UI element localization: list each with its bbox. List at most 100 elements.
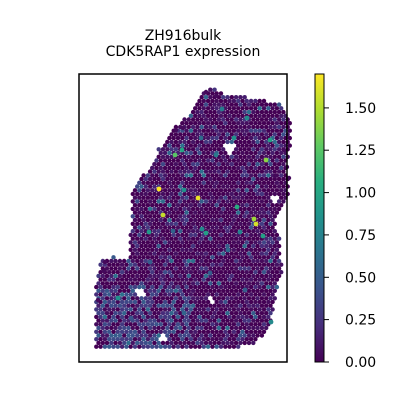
tissue-spot — [231, 232, 237, 238]
tissue-spot — [186, 251, 191, 256]
tissue-spot — [139, 266, 144, 271]
tissue-spot — [184, 158, 189, 163]
tissue-spot — [212, 221, 217, 226]
tissue-spot — [205, 225, 211, 230]
tissue-spot — [188, 143, 194, 148]
tissue-spot — [167, 188, 172, 193]
tissue-spot — [130, 296, 135, 301]
tissue-spot — [257, 158, 262, 163]
tissue-spot — [246, 340, 252, 346]
tissue-spot — [160, 236, 166, 241]
tissue-spot — [115, 262, 121, 267]
tissue-spot — [154, 262, 159, 267]
tissue-spot — [158, 180, 163, 185]
tissue-spot — [158, 344, 163, 349]
tissue-spot — [274, 121, 280, 126]
tissue-spot — [261, 210, 267, 215]
tissue-spot — [240, 158, 245, 163]
tissue-spot — [119, 307, 125, 312]
tissue-spot — [139, 340, 144, 346]
tissue-spot — [238, 117, 243, 122]
colorbar — [314, 73, 325, 363]
tissue-spot — [165, 154, 170, 159]
tissue-spot — [251, 288, 256, 293]
tissue-spot — [180, 247, 185, 252]
tissue-spot — [199, 147, 204, 152]
tissue-spot — [253, 322, 258, 327]
tissue-spot — [199, 132, 204, 137]
tissue-spot — [210, 203, 215, 208]
tissue-spot — [233, 102, 239, 107]
tissue-spot — [180, 217, 185, 223]
tissue-spot — [130, 214, 135, 219]
tissue-spot — [165, 229, 170, 234]
tissue-spot — [281, 154, 286, 159]
tissue-spot — [173, 162, 179, 167]
expression-spot — [198, 135, 204, 141]
tissue-spot — [214, 240, 219, 245]
tissue-spot — [165, 184, 170, 189]
tissue-spot — [165, 318, 170, 323]
tissue-spot — [154, 232, 159, 238]
tissue-spot — [199, 236, 204, 241]
tissue-spot — [268, 109, 273, 115]
tissue-spot — [272, 109, 277, 115]
tissue-spot — [165, 251, 170, 256]
tissue-spot — [233, 169, 239, 174]
tissue-spot — [156, 243, 161, 249]
tissue-spot — [238, 206, 243, 212]
tissue-spot — [251, 266, 256, 271]
tissue-spot — [124, 337, 129, 342]
tissue-spot — [119, 262, 125, 267]
tissue-spot — [242, 296, 247, 301]
tissue-spot — [132, 232, 138, 238]
tissue-spot — [229, 281, 234, 286]
tissue-spot — [156, 199, 161, 204]
tissue-spot — [268, 273, 273, 279]
tissue-spot — [279, 113, 284, 119]
tissue-spot — [205, 322, 211, 327]
tissue-spot — [236, 195, 241, 200]
tissue-spot — [178, 340, 183, 346]
tissue-spot — [225, 251, 230, 256]
tissue-spot — [214, 292, 219, 297]
tissue-spot — [197, 210, 202, 215]
tissue-spot — [225, 184, 230, 189]
tissue-spot — [180, 143, 185, 148]
tissue-spot — [182, 281, 187, 286]
tissue-spot — [268, 169, 273, 174]
tissue-spot — [261, 262, 267, 267]
tissue-spot — [244, 262, 249, 267]
tissue-spot — [253, 203, 258, 208]
tissue-spot — [199, 109, 204, 115]
tissue-spot — [287, 143, 292, 148]
tissue-spot — [261, 270, 267, 275]
tissue-spot — [158, 203, 163, 208]
tissue-spot — [193, 217, 198, 223]
tissue-spot — [257, 188, 262, 193]
tissue-spot — [167, 150, 172, 156]
tissue-spot — [248, 322, 254, 327]
tissue-spot — [186, 258, 191, 264]
tissue-spot — [124, 307, 129, 312]
tissue-spot — [156, 333, 161, 338]
tissue-spot — [199, 288, 204, 293]
tissue-spot — [210, 284, 215, 290]
tissue-spot — [210, 225, 215, 230]
tissue-spot — [212, 229, 217, 234]
tissue-spot — [122, 333, 127, 338]
tissue-spot — [195, 303, 200, 308]
tissue-spot — [173, 281, 179, 286]
tissue-spot — [227, 329, 232, 334]
tissue-spot — [233, 191, 239, 197]
tissue-spot — [212, 117, 217, 122]
tissue-spot — [132, 210, 138, 215]
tissue-spot — [173, 191, 179, 197]
tissue-spot — [122, 311, 127, 316]
tissue-spot — [253, 165, 258, 171]
tissue-spot — [248, 143, 254, 148]
tissue-spot — [162, 203, 168, 208]
tissue-spot — [242, 214, 247, 219]
tissue-spot — [139, 251, 144, 256]
tissue-spot — [236, 307, 241, 312]
